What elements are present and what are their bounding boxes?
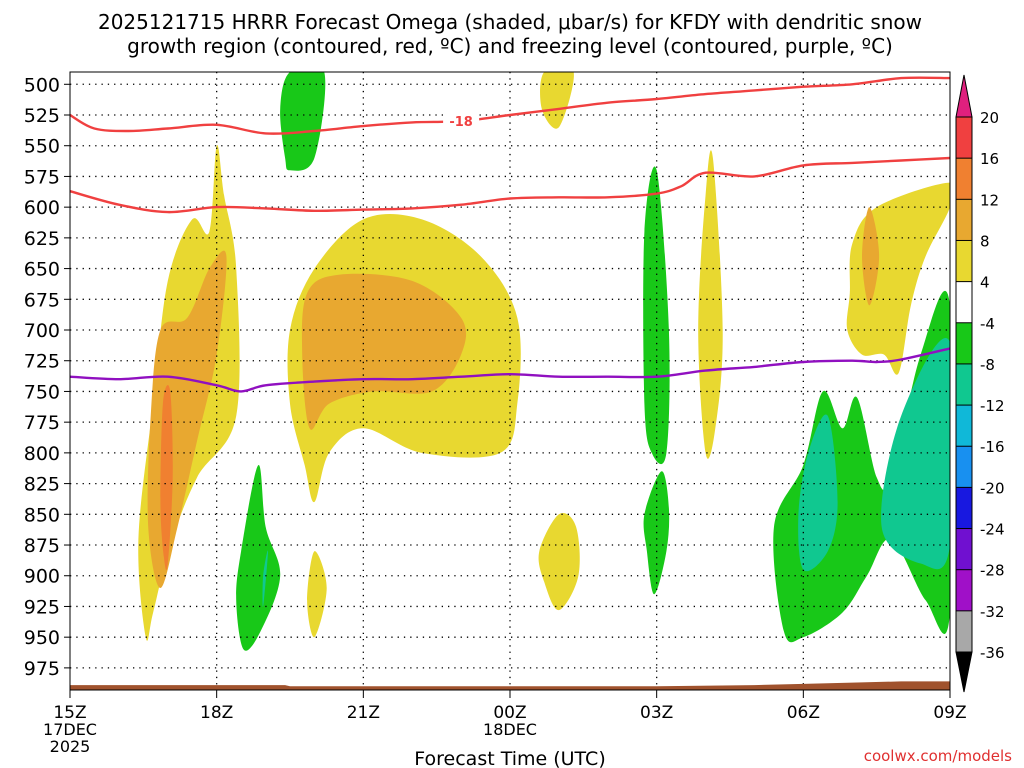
- dgz-contour-line: [70, 156, 950, 214]
- freezing-level-line: [69, 347, 951, 393]
- omega-region-pos4: [698, 150, 723, 459]
- y-tick-label-825: 825: [24, 474, 60, 496]
- x-tick-sublabel-00Z: 18DEC: [483, 720, 537, 739]
- omega-region-pos12: [160, 385, 173, 571]
- colorbar-label: 12: [980, 191, 999, 209]
- y-tick-label-675: 675: [24, 289, 60, 311]
- x-tick-label-06Z: 06Z: [787, 703, 820, 723]
- credit-text: coolwx.com/models: [864, 747, 1012, 765]
- chart-title-line2: growth region (contoured, red, ºC) and f…: [127, 34, 893, 58]
- dgz-contours: -18: [70, 76, 950, 214]
- y-tick-label-525: 525: [24, 105, 60, 127]
- colorbar-segment: [956, 405, 972, 447]
- x-axis-label: Forecast Time (UTC): [414, 748, 605, 768]
- x-tick-label-03Z: 03Z: [640, 703, 673, 723]
- colorbar-segment: [956, 528, 972, 571]
- omega-region-neg4: [643, 166, 670, 465]
- colorbar-label: -12: [980, 397, 1005, 415]
- colorbar-segment: [956, 158, 972, 200]
- x-tick-label-15Z: 15Z: [53, 703, 86, 723]
- x-tick-label-09Z: 09Z: [933, 703, 966, 723]
- colorbar-segment: [956, 199, 972, 241]
- x-tick-label-21Z: 21Z: [347, 703, 380, 723]
- colorbar-bottom-arrow: [955, 651, 973, 693]
- colorbar-label: 16: [980, 150, 999, 168]
- colorbar-segment: [956, 610, 972, 653]
- colorbar-label: -4: [980, 315, 995, 333]
- x-tick-label-00Z: 00Z: [493, 703, 526, 723]
- colorbar-segment: [956, 569, 972, 612]
- y-tick-label-925: 925: [24, 596, 60, 618]
- y-tick-label-500: 500: [24, 74, 60, 96]
- colorbar-label: -36: [980, 644, 1005, 662]
- ground-fill: [70, 681, 950, 690]
- dgz-contour-line: [70, 76, 950, 135]
- freezing-level-contour: [69, 347, 951, 393]
- y-axis: 500 525 550 575 600 625 650 675 700 725 750 775 800 8…: [24, 74, 70, 680]
- chart-title-line1: 2025121715 HRRR Forecast Omega (shaded, …: [98, 10, 922, 34]
- dgz-label-bg: [443, 112, 480, 129]
- y-tick-label-600: 600: [24, 197, 60, 219]
- y-tick-label-800: 800: [24, 443, 60, 465]
- y-tick-label-625: 625: [24, 228, 60, 250]
- gridlines: [70, 72, 950, 690]
- colorbar-segment: [956, 322, 972, 365]
- y-tick-label-900: 900: [24, 566, 60, 588]
- colorbar-label: -32: [980, 603, 1005, 621]
- omega-region-pos4: [540, 72, 574, 129]
- y-tick-label-725: 725: [24, 351, 60, 373]
- y-tick-label-950: 950: [24, 627, 60, 649]
- plot-area: -18: [69, 71, 951, 691]
- ground-surface: [70, 681, 950, 690]
- omega-region-neg8: [798, 414, 838, 572]
- colorbar-label: -24: [980, 521, 1005, 539]
- omega-region-pos4: [307, 551, 327, 638]
- y-tick-label-850: 850: [24, 504, 60, 526]
- y-tick-label-750: 750: [24, 381, 60, 403]
- colorbar-label: -20: [980, 479, 1005, 497]
- colorbar-segment: [956, 240, 972, 283]
- colorbar-segment: [956, 281, 972, 324]
- y-tick-label-975: 975: [24, 658, 60, 680]
- colorbar-segment: [956, 446, 972, 488]
- colorbar-label: -8: [980, 356, 995, 374]
- colorbar-segment: [956, 117, 972, 159]
- colorbar-label: 4: [980, 274, 990, 292]
- omega-region-neg8: [881, 338, 950, 570]
- colorbar-label: 8: [980, 232, 990, 250]
- x-tick-label-18Z: 18Z: [200, 703, 233, 723]
- colorbar-label: 20: [980, 109, 999, 127]
- x-tick-sublabel-15Z: 17DEC: [43, 720, 97, 739]
- colorbar-top-arrow: [955, 74, 973, 118]
- colorbar-segment: [956, 363, 972, 406]
- y-tick-label-575: 575: [24, 166, 60, 188]
- colorbar-label: -16: [980, 438, 1005, 456]
- omega-region-neg4: [236, 464, 281, 651]
- y-tick-label-875: 875: [24, 535, 60, 557]
- omega-region-pos8: [862, 207, 880, 306]
- colorbar-segment: [956, 487, 972, 530]
- dgz-contour-label: -18: [449, 115, 473, 130]
- colorbar-label: -28: [980, 562, 1005, 580]
- y-tick-label-550: 550: [24, 136, 60, 158]
- x-tick-year-label: 2025: [50, 737, 91, 756]
- omega-region-pos4: [538, 513, 580, 611]
- y-tick-label-775: 775: [24, 412, 60, 434]
- omega-region-neg8: [262, 550, 268, 607]
- omega-region-pos8: [301, 273, 467, 430]
- y-tick-label-700: 700: [24, 320, 60, 342]
- y-tick-label-650: 650: [24, 259, 60, 281]
- colorbar: 20 16 12 8 4 -4 -8 -12 -16 -20 -24 -28 -32 -36: [955, 74, 1005, 693]
